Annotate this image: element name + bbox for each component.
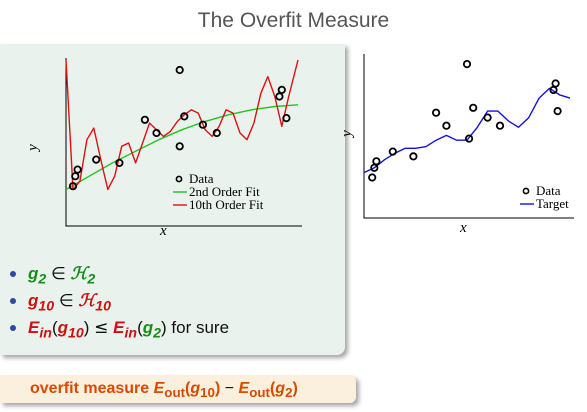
- eout-sub: out: [164, 385, 186, 401]
- g2-arg-sub: 2: [285, 385, 293, 401]
- legend-item: 10th Order Fit: [173, 197, 264, 212]
- bullet-g2: g2 ∈ ℋ2: [10, 260, 229, 287]
- ein-fn-a: E: [28, 318, 40, 337]
- series-line-target: [363, 87, 571, 174]
- data-point: [462, 60, 472, 69]
- left-ylabel: y: [24, 144, 41, 151]
- g2-symbol: g: [28, 264, 39, 283]
- slide-title: The Overfit Measure: [197, 9, 390, 32]
- overfit-label: overfit measure: [30, 380, 150, 397]
- bullet-ein: Ein(g10) ≤ Ein(g2) for sure: [10, 314, 229, 341]
- eout-sub-2: out: [249, 385, 270, 401]
- data-point: [180, 112, 189, 121]
- data-point: [282, 113, 291, 123]
- series-line-2nd-order-fit: [65, 104, 299, 191]
- legend-item: 2nd Order Fit: [173, 184, 260, 199]
- data-point: [432, 108, 441, 117]
- legend-label: 2nd Order Fit: [189, 184, 260, 199]
- legend-marker: [522, 187, 530, 195]
- ein-fn-b: E: [113, 318, 125, 337]
- data-point: [198, 120, 207, 129]
- h2-symbol: ℋ: [70, 264, 88, 284]
- data-point: [368, 173, 377, 182]
- g2-arg: g: [275, 380, 286, 397]
- legend-label: Target: [536, 196, 569, 211]
- h10-sub: 10: [95, 298, 111, 315]
- legend-label: Data: [189, 171, 214, 186]
- g10-arg: g: [57, 318, 68, 337]
- data-point: [68, 182, 78, 191]
- h10-symbol: ℋ: [78, 291, 96, 311]
- data-point: [465, 134, 474, 143]
- data-point: [277, 85, 286, 94]
- legend-label: 10th Order Fit: [189, 197, 264, 212]
- right-xlabel: x: [460, 220, 467, 236]
- data-point: [372, 157, 381, 166]
- bullet-list: g2 ∈ ℋ2 g10 ∈ ℋ10 Ein(g10) ≤ Ein(g2) for…: [10, 260, 229, 341]
- data-point: [469, 103, 478, 112]
- data-point: [175, 65, 184, 75]
- left-xlabel: x: [160, 223, 167, 239]
- for-sure-text: for sure: [171, 318, 230, 337]
- legend-label: Data: [536, 183, 561, 198]
- legend-item: Data: [175, 171, 214, 186]
- data-point: [71, 172, 80, 181]
- g10-arg-sub: 10: [200, 385, 215, 401]
- data-point: [409, 152, 418, 161]
- axes: [363, 54, 574, 219]
- leq-symbol: ≤: [94, 318, 109, 338]
- bullet-g10: g10 ∈ ℋ10: [10, 287, 229, 314]
- data-point: [483, 113, 492, 122]
- data-point: [115, 158, 124, 168]
- data-point: [275, 92, 284, 101]
- data-point: [152, 128, 161, 138]
- eout-fn: E: [153, 380, 165, 397]
- g2-arg-sub: 2: [153, 325, 161, 342]
- data-point: [442, 121, 451, 130]
- legend-item: Data: [522, 183, 561, 198]
- data-point: [553, 106, 562, 116]
- legend-marker: [175, 175, 183, 183]
- data-point: [495, 121, 505, 130]
- eout-fn-2: E: [238, 380, 250, 397]
- minus-symbol: −: [224, 380, 235, 397]
- ein-sub-b: in: [124, 325, 138, 342]
- h2-sub: 2: [87, 271, 96, 288]
- in-symbol: ∈: [51, 264, 66, 284]
- data-point: [140, 115, 150, 124]
- right-ylabel: y: [338, 130, 355, 137]
- left-panel: Data 2nd Order Fit 10th Order Fit x y g2 ∈…: [0, 44, 345, 355]
- data-point: [212, 128, 221, 138]
- data-point: [92, 155, 101, 164]
- data-point: [73, 165, 82, 174]
- legend-item: Target: [520, 196, 569, 211]
- data-point: [388, 147, 397, 156]
- g10-sub: 10: [38, 298, 55, 315]
- g10-arg-sub: 10: [68, 325, 84, 342]
- g10-arg: g: [190, 380, 201, 397]
- data-point: [175, 142, 184, 151]
- g10-symbol: g: [28, 291, 39, 310]
- g2-sub: 2: [38, 271, 47, 288]
- ein-sub-a: in: [39, 325, 52, 342]
- axes: [65, 58, 302, 227]
- in-symbol: ∈: [58, 291, 74, 311]
- g2-arg: g: [142, 318, 154, 337]
- data-point: [551, 79, 560, 88]
- overfit-measure-box: overfit measure Eout(g10) − Eout(g2): [0, 375, 356, 403]
